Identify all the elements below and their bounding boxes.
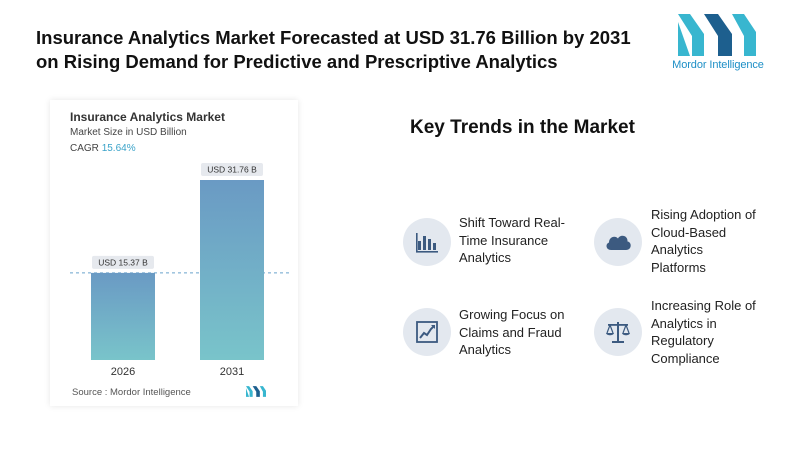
chart-subtitle: Market Size in USD Billion xyxy=(70,127,187,138)
trend-item-3: Growing Focus on Claims and Fraud Analyt… xyxy=(459,306,565,359)
chart-cagr: CAGR 15.64% xyxy=(70,143,136,154)
logo-suffix: Intelligence xyxy=(709,59,764,71)
x-tick-2031: 2031 xyxy=(220,366,244,378)
bar-2031 xyxy=(200,180,264,360)
bar-2026 xyxy=(91,272,155,360)
brand-logo: Mordor Intelligence xyxy=(662,14,772,74)
line-chart-icon xyxy=(403,308,451,356)
trend-4-line-3: Regulatory xyxy=(651,333,714,348)
cagr-label: CAGR xyxy=(70,143,99,154)
trend-1-line-3: Analytics xyxy=(459,250,512,265)
logo-text: Mordor Intelligence xyxy=(662,59,774,71)
trend-item-2: Rising Adoption of Cloud-Based Analytics… xyxy=(651,206,756,276)
trend-4-line-4: Compliance xyxy=(651,350,720,366)
scales-icon xyxy=(594,308,642,356)
trend-4-line-2: Analytics in xyxy=(651,315,717,331)
trend-item-1: Shift Toward Real- Time Insurance Analyt… xyxy=(459,214,565,267)
trend-3-line-2: Claims and Fraud xyxy=(459,324,562,340)
logo-brand: Mordor xyxy=(672,59,707,71)
bar-chart: USD 15.37 B 2026 USD 31.76 B 2031 xyxy=(70,163,290,378)
page-title: Insurance Analytics Market Forecasted at… xyxy=(36,27,631,72)
mini-logo-icon xyxy=(246,386,266,397)
trend-1-line-2: Time Insurance xyxy=(459,232,549,248)
data-label-2031: USD 31.76 B xyxy=(207,165,257,175)
trend-item-4: Increasing Role of Analytics in Regulato… xyxy=(651,297,756,367)
trend-2-line-1: Rising Adoption of xyxy=(651,207,756,222)
data-label-bg-2026 xyxy=(92,255,154,269)
trend-3-line-3: Analytics xyxy=(459,342,512,357)
trend-3-line-1: Growing Focus on xyxy=(459,307,565,322)
trend-2-line-2: Cloud-Based xyxy=(651,224,727,240)
cloud-icon xyxy=(594,218,642,266)
trend-4-line-1: Increasing Role of xyxy=(651,298,756,313)
data-label-2026: USD 15.37 B xyxy=(98,257,148,267)
x-tick-2026: 2026 xyxy=(111,366,135,378)
data-label-bg-2031 xyxy=(201,163,263,176)
trends-title: Key Trends in the Market xyxy=(410,117,635,138)
trend-2-line-3: Analytics xyxy=(651,242,704,257)
bar-chart-icon xyxy=(403,218,451,266)
trend-1-line-1: Shift Toward Real- xyxy=(459,215,565,230)
chart-source: Source : Mordor Intelligence xyxy=(72,387,191,398)
cagr-value: 15.64% xyxy=(101,143,136,154)
trend-2-line-4: Platforms xyxy=(651,259,706,275)
chart-title: Insurance Analytics Market xyxy=(70,110,225,124)
mordor-logo-mark-icon xyxy=(678,14,756,56)
